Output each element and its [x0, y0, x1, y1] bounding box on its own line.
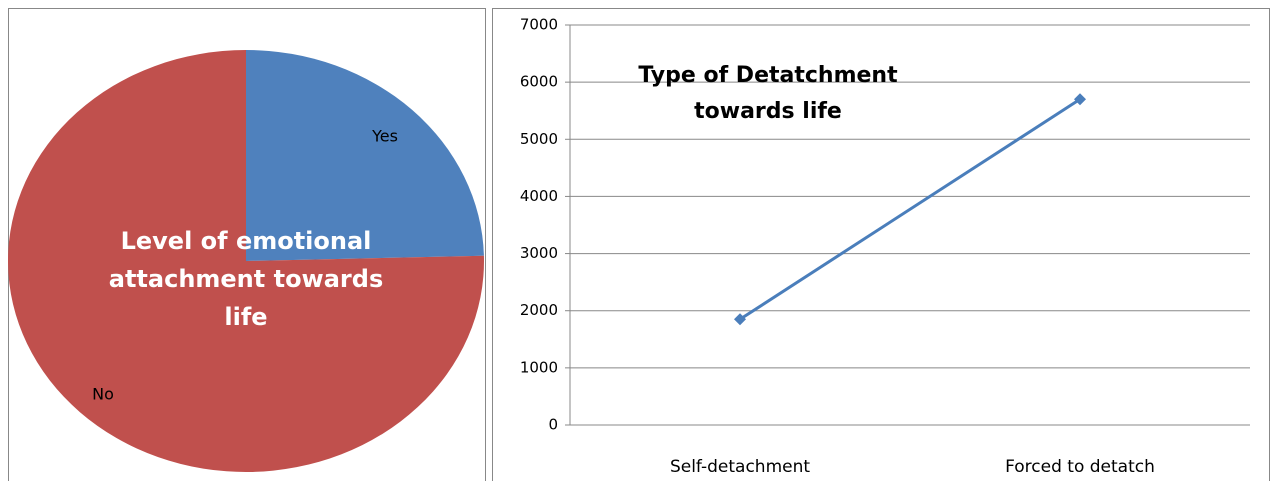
- y-tick-label: 4000: [520, 187, 558, 205]
- pie-slice: [8, 50, 485, 472]
- y-tick-label: 3000: [520, 244, 558, 262]
- slice-label: Yes: [371, 127, 398, 146]
- marker: [734, 313, 746, 326]
- x-tick-label: Forced to detatch: [1005, 457, 1155, 477]
- line-title: Type of Detatchment towards life: [638, 63, 898, 124]
- slice-label: No: [92, 385, 114, 404]
- line-panel: [492, 8, 1270, 481]
- line: [739, 98, 1081, 321]
- pie-title: Level of emotional attachment towards li…: [108, 227, 384, 331]
- y-tick-label: 6000: [520, 73, 558, 91]
- y-tick-label: 2000: [520, 301, 558, 319]
- y-tick-label: 0: [548, 416, 558, 434]
- y-tick-label: 5000: [520, 130, 558, 148]
- marker: [1074, 93, 1086, 106]
- x-tick-label: Self-detachment: [670, 457, 810, 477]
- y-tick-label: 7000: [520, 16, 558, 34]
- y-tick-label: 1000: [520, 358, 558, 376]
- pie-slice: [246, 50, 484, 261]
